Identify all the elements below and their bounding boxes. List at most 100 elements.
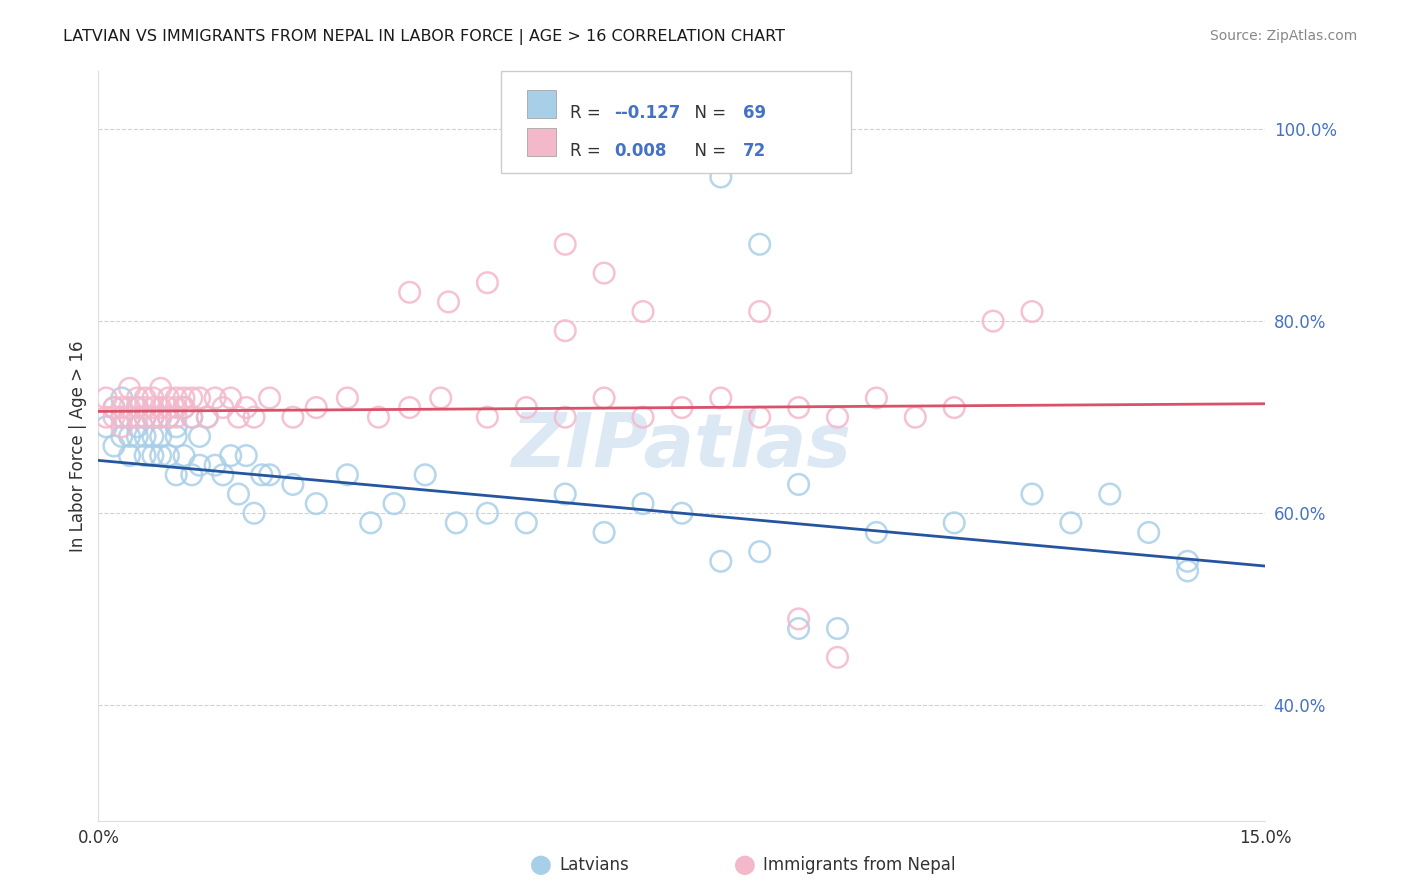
Point bbox=[477, 276, 499, 290]
Point bbox=[127, 391, 149, 405]
Point bbox=[118, 410, 141, 425]
Point bbox=[180, 410, 202, 425]
Point bbox=[188, 458, 211, 473]
Point bbox=[165, 391, 187, 405]
Point bbox=[671, 401, 693, 415]
Point bbox=[593, 525, 616, 540]
Point bbox=[336, 391, 359, 405]
Point bbox=[250, 467, 273, 482]
Point bbox=[235, 449, 257, 463]
Point bbox=[671, 506, 693, 520]
Point bbox=[259, 391, 281, 405]
Point bbox=[173, 401, 195, 415]
Text: N =: N = bbox=[685, 142, 731, 161]
Point bbox=[173, 401, 195, 415]
Point bbox=[943, 401, 966, 415]
Point bbox=[204, 391, 226, 405]
Point bbox=[554, 324, 576, 338]
Point bbox=[134, 410, 156, 425]
Point bbox=[827, 622, 849, 636]
Point bbox=[118, 449, 141, 463]
Point bbox=[165, 401, 187, 415]
Point bbox=[281, 477, 304, 491]
Point bbox=[96, 410, 118, 425]
Y-axis label: In Labor Force | Age > 16: In Labor Force | Age > 16 bbox=[69, 340, 87, 552]
Point bbox=[118, 401, 141, 415]
Point bbox=[1177, 554, 1199, 568]
Point bbox=[710, 554, 733, 568]
Point bbox=[477, 410, 499, 425]
Point bbox=[103, 401, 125, 415]
Point bbox=[631, 497, 654, 511]
Point bbox=[554, 487, 576, 501]
Point bbox=[96, 419, 118, 434]
Point bbox=[228, 487, 250, 501]
Point bbox=[1021, 304, 1043, 318]
Point bbox=[149, 429, 172, 443]
Point bbox=[180, 467, 202, 482]
Point bbox=[127, 429, 149, 443]
Point bbox=[142, 391, 165, 405]
Point bbox=[413, 467, 436, 482]
Point bbox=[477, 506, 499, 520]
Point bbox=[118, 429, 141, 443]
Point bbox=[243, 410, 266, 425]
Point bbox=[127, 410, 149, 425]
Point bbox=[398, 285, 420, 300]
Point bbox=[593, 266, 616, 280]
Point bbox=[134, 410, 156, 425]
Point bbox=[149, 381, 172, 395]
Point bbox=[96, 391, 118, 405]
Point bbox=[212, 401, 235, 415]
Text: Latvians: Latvians bbox=[560, 856, 630, 874]
Point bbox=[748, 410, 770, 425]
Text: --0.127: --0.127 bbox=[614, 104, 681, 122]
Point bbox=[127, 419, 149, 434]
Point bbox=[157, 449, 180, 463]
Point bbox=[173, 449, 195, 463]
Point bbox=[149, 410, 172, 425]
Point bbox=[111, 419, 134, 434]
Point bbox=[134, 449, 156, 463]
Point bbox=[631, 410, 654, 425]
Point bbox=[173, 391, 195, 405]
FancyBboxPatch shape bbox=[527, 90, 555, 119]
Point bbox=[827, 410, 849, 425]
Point bbox=[360, 516, 382, 530]
Point bbox=[127, 401, 149, 415]
Point bbox=[111, 391, 134, 405]
Point bbox=[554, 237, 576, 252]
Point bbox=[134, 391, 156, 405]
Point bbox=[118, 381, 141, 395]
Point bbox=[787, 612, 810, 626]
Point bbox=[429, 391, 451, 405]
Point bbox=[142, 401, 165, 415]
Point bbox=[142, 429, 165, 443]
Point bbox=[593, 391, 616, 405]
Point bbox=[437, 294, 460, 309]
Point bbox=[157, 410, 180, 425]
Point bbox=[188, 429, 211, 443]
Point bbox=[103, 410, 125, 425]
Point bbox=[180, 410, 202, 425]
Point bbox=[149, 410, 172, 425]
Point bbox=[103, 401, 125, 415]
Point bbox=[195, 410, 218, 425]
Point bbox=[865, 525, 887, 540]
Point bbox=[180, 391, 202, 405]
Point bbox=[134, 401, 156, 415]
Point bbox=[157, 391, 180, 405]
Point bbox=[165, 467, 187, 482]
Point bbox=[904, 410, 927, 425]
Point bbox=[1137, 525, 1160, 540]
Point bbox=[1060, 516, 1083, 530]
Point bbox=[1098, 487, 1121, 501]
Point bbox=[243, 506, 266, 520]
Text: N =: N = bbox=[685, 104, 731, 122]
Text: ZIPatlas: ZIPatlas bbox=[512, 409, 852, 483]
Point bbox=[787, 622, 810, 636]
Point bbox=[1021, 487, 1043, 501]
Point bbox=[748, 237, 770, 252]
Point bbox=[865, 391, 887, 405]
Point bbox=[118, 410, 141, 425]
